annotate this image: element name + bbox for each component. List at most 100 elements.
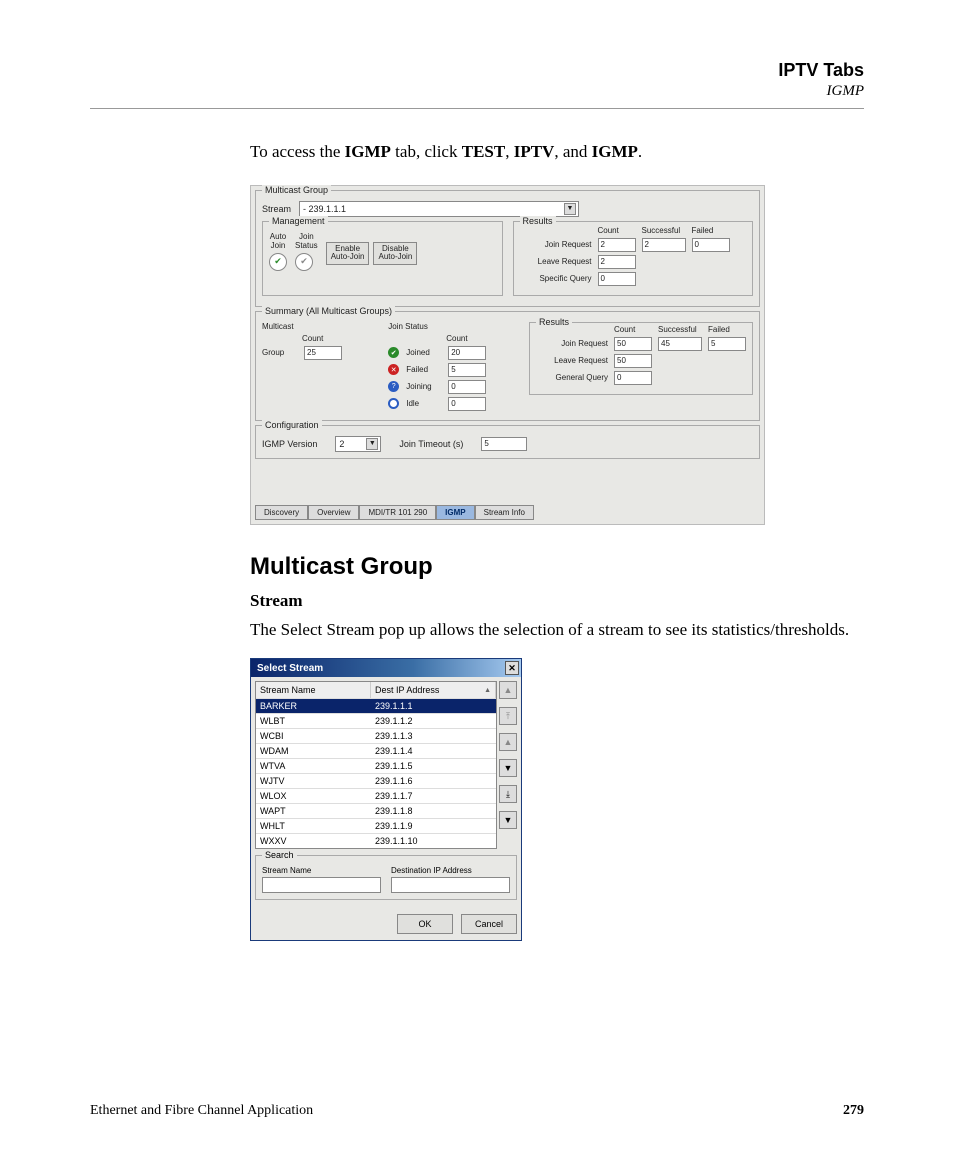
- join-status-col: Join Status ✔: [295, 232, 318, 271]
- row-stream-name: WTVA: [256, 758, 371, 773]
- row-stream-name: WCBI: [256, 728, 371, 743]
- row-dest-ip: 239.1.1.10: [371, 833, 496, 848]
- chapter-title: IPTV Tabs: [90, 60, 864, 81]
- table-row[interactable]: WJTV239.1.1.6: [256, 773, 496, 788]
- igmp-screenshot: Multicast Group Stream - 239.1.1.1 ▼ Man…: [250, 185, 765, 525]
- tab-stream-info[interactable]: Stream Info: [475, 505, 534, 520]
- table-row[interactable]: WDAM239.1.1.4: [256, 743, 496, 758]
- tab-overview[interactable]: Overview: [308, 505, 359, 520]
- tab-igmp[interactable]: IGMP: [436, 505, 474, 520]
- close-icon[interactable]: ✕: [505, 661, 519, 675]
- x-icon: ✕: [388, 364, 399, 375]
- table-row[interactable]: WCBI239.1.1.3: [256, 728, 496, 743]
- multicast-group-fieldset: Multicast Group Stream - 239.1.1.1 ▼ Man…: [255, 190, 760, 307]
- table-row[interactable]: WAPT239.1.1.8: [256, 803, 496, 818]
- configuration-legend: Configuration: [262, 420, 322, 430]
- select-stream-dialog: Select Stream ✕ Stream Name Dest IP Addr…: [250, 658, 522, 941]
- table-row[interactable]: WLBT239.1.1.2: [256, 713, 496, 728]
- row-stream-name: WLBT: [256, 713, 371, 728]
- cancel-button[interactable]: Cancel: [461, 914, 517, 934]
- row-stream-name: BARKER: [256, 698, 371, 713]
- page-header: IPTV Tabs IGMP: [90, 60, 864, 100]
- specific-query-label: Specific Query: [520, 274, 592, 283]
- table-row[interactable]: WHLT239.1.1.9: [256, 818, 496, 833]
- join-status-indicator: ✔: [295, 253, 313, 271]
- search-name-input[interactable]: [262, 877, 381, 893]
- page-number: 279: [843, 1103, 864, 1119]
- results-fieldset: Results Count Successful Failed Join Req…: [513, 221, 754, 296]
- col-stream-name[interactable]: Stream Name: [256, 682, 371, 698]
- configuration-fieldset: Configuration IGMP Version 2 ▼ Join Time…: [255, 425, 760, 459]
- enable-auto-join-button[interactable]: Enable Auto-Join: [326, 242, 370, 266]
- row-stream-name: WXXV: [256, 833, 371, 848]
- scroll-buttons: ▲ ⤒ ▲ ▼ ⤓ ▼: [499, 681, 517, 849]
- igmp-version-dropdown[interactable]: 2 ▼: [335, 436, 381, 452]
- group-count: 25: [304, 346, 342, 360]
- sort-asc-icon: ▲: [484, 687, 491, 694]
- management-legend: Management: [269, 216, 328, 226]
- auto-join-col: Auto Join ✔: [269, 232, 287, 271]
- row-stream-name: WDAM: [256, 743, 371, 758]
- row-stream-name: WLOX: [256, 788, 371, 803]
- search-ip-input[interactable]: [391, 877, 510, 893]
- management-fieldset: Management Auto Join ✔ Join Status ✔ Ena…: [262, 221, 503, 296]
- summary-fieldset: Summary (All Multicast Groups) Multicast…: [255, 311, 760, 421]
- join-timeout-field[interactable]: 5: [481, 437, 527, 451]
- check-icon: ✔: [388, 347, 399, 358]
- stream-dropdown[interactable]: - 239.1.1.1 ▼: [299, 201, 579, 217]
- section-subtitle: IGMP: [90, 83, 864, 100]
- row-dest-ip: 239.1.1.9: [371, 818, 496, 833]
- col-dest-ip[interactable]: Dest IP Address ▲: [371, 682, 496, 698]
- row-dest-ip: 239.1.1.7: [371, 788, 496, 803]
- row-dest-ip: 239.1.1.4: [371, 743, 496, 758]
- search-fieldset: Search Stream Name Destination IP Addres…: [255, 855, 517, 900]
- row-stream-name: WJTV: [256, 773, 371, 788]
- footer-left: Ethernet and Fibre Channel Application: [90, 1103, 313, 1119]
- table-header: Stream Name Dest IP Address ▲: [256, 682, 496, 698]
- row-dest-ip: 239.1.1.5: [371, 758, 496, 773]
- auto-join-toggle[interactable]: ✔: [269, 253, 287, 271]
- tab-discovery[interactable]: Discovery: [255, 505, 308, 520]
- ok-button[interactable]: OK: [397, 914, 453, 934]
- igmp-version-label: IGMP Version: [262, 439, 317, 449]
- results-legend: Results: [520, 216, 556, 226]
- stream-label: Stream: [262, 204, 291, 214]
- scroll-page-up-button[interactable]: ⤒: [499, 707, 517, 725]
- tab-bar: Discovery Overview MDI/TR 101 290 IGMP S…: [255, 505, 534, 520]
- row-dest-ip: 239.1.1.8: [371, 803, 496, 818]
- scroll-page-down-button[interactable]: ⤓: [499, 785, 517, 803]
- leave-request-count: 2: [598, 255, 636, 269]
- row-dest-ip: 239.1.1.6: [371, 773, 496, 788]
- scroll-down-button[interactable]: ▼: [499, 759, 517, 777]
- chevron-down-icon: ▼: [564, 203, 576, 215]
- row-dest-ip: 239.1.1.3: [371, 728, 496, 743]
- search-ip-label: Destination IP Address: [391, 866, 510, 875]
- table-row[interactable]: WTVA239.1.1.5: [256, 758, 496, 773]
- question-icon: ?: [388, 381, 399, 392]
- content-area: To access the IGMP tab, click TEST, IPTV…: [250, 139, 864, 941]
- header-divider: [90, 108, 864, 109]
- tab-mdi[interactable]: MDI/TR 101 290: [359, 505, 436, 520]
- table-row[interactable]: BARKER239.1.1.1: [256, 698, 496, 713]
- stream-table: Stream Name Dest IP Address ▲ BARKER239.…: [255, 681, 497, 849]
- table-row[interactable]: WLOX239.1.1.7: [256, 788, 496, 803]
- page-footer: Ethernet and Fibre Channel Application 2…: [90, 1103, 864, 1119]
- circle-icon: [388, 398, 399, 409]
- join-request-count: 2: [598, 238, 636, 252]
- join-timeout-label: Join Timeout (s): [399, 439, 463, 449]
- summary-legend: Summary (All Multicast Groups): [262, 306, 395, 316]
- row-dest-ip: 239.1.1.1: [371, 698, 496, 713]
- disable-auto-join-button[interactable]: Disable Auto-Join: [373, 242, 417, 266]
- join-request-label: Join Request: [520, 240, 592, 249]
- section-title: Multicast Group: [250, 553, 864, 581]
- scroll-bottom-button[interactable]: ▼: [499, 811, 517, 829]
- dialog-titlebar: Select Stream ✕: [251, 659, 521, 677]
- scroll-up-button[interactable]: ▲: [499, 733, 517, 751]
- dialog-title: Select Stream: [257, 663, 323, 674]
- join-request-success: 2: [642, 238, 686, 252]
- search-name-label: Stream Name: [262, 866, 381, 875]
- subsection-title: Stream: [250, 591, 864, 611]
- chevron-down-icon: ▼: [366, 438, 378, 450]
- scroll-top-button[interactable]: ▲: [499, 681, 517, 699]
- table-row[interactable]: WXXV239.1.1.10: [256, 833, 496, 848]
